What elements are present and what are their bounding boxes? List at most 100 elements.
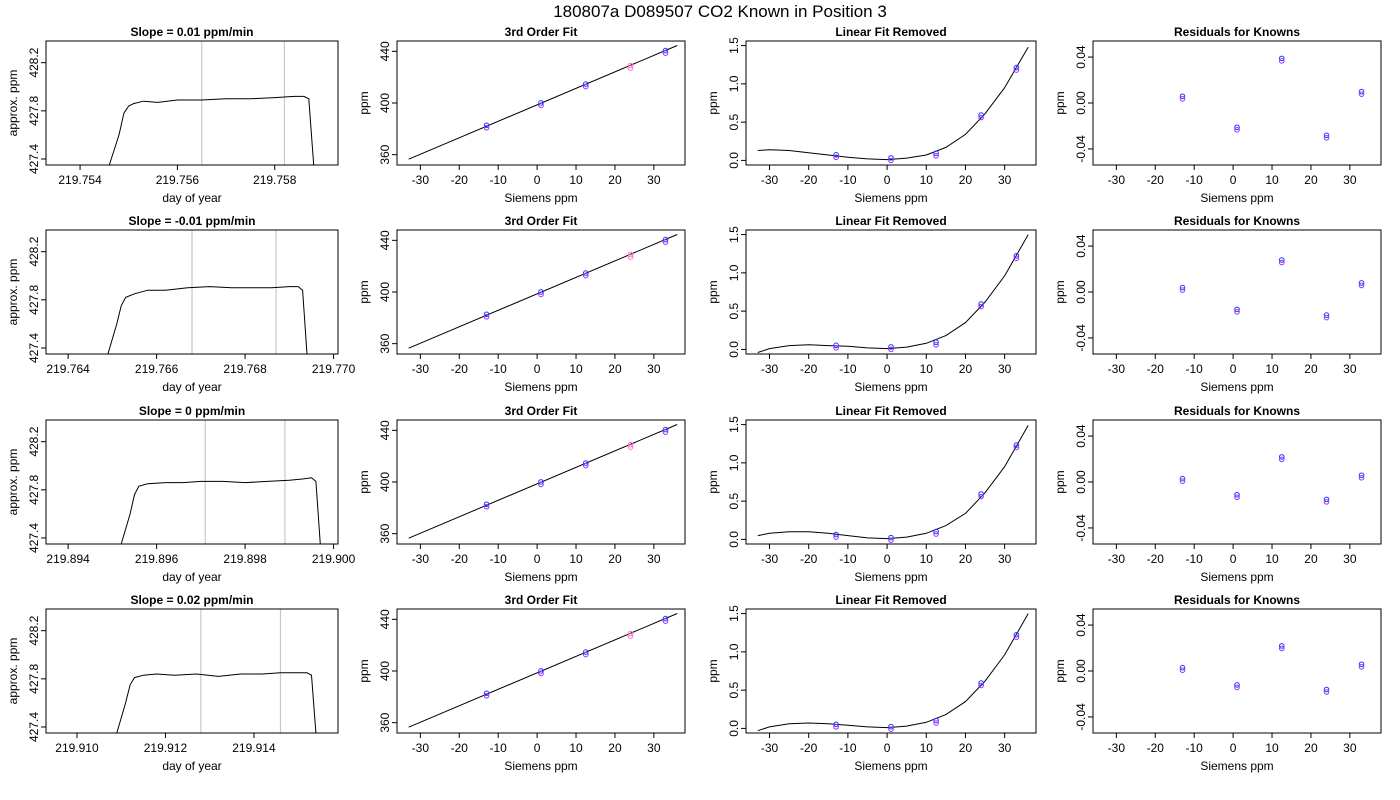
data-point — [1013, 444, 1020, 451]
x-tick-label: -20 — [800, 552, 818, 566]
data-point — [1234, 309, 1240, 315]
data-point — [888, 723, 894, 730]
data-point — [933, 339, 939, 346]
data-point — [1278, 643, 1285, 649]
data-point — [1323, 132, 1330, 139]
plot-frame — [1092, 229, 1382, 355]
data-point — [538, 102, 544, 109]
data-point — [662, 615, 669, 622]
data-point — [1323, 496, 1330, 503]
x-axis-label: day of year — [162, 759, 221, 773]
x-tick-label: -10 — [839, 552, 857, 566]
x-tick-label: 219.914 — [232, 741, 276, 755]
data-point — [662, 618, 669, 624]
y-tick-label: 360 — [378, 523, 392, 543]
y-tick-label: 0.04 — [1074, 234, 1088, 258]
x-tick-label: -30 — [761, 552, 779, 566]
y-tick-label: 428.2 — [27, 236, 41, 266]
y-axis-label: ppm — [1053, 470, 1067, 493]
data-point — [627, 251, 634, 258]
panel-title: Slope = 0 ppm/min — [139, 404, 245, 418]
data-point — [933, 717, 939, 724]
x-tick-label: 219.896 — [135, 552, 179, 566]
x-tick-label: 20 — [1304, 362, 1318, 376]
x-tick-label: 0 — [884, 552, 891, 566]
x-tick-label: -30 — [761, 741, 779, 755]
data-point — [1179, 667, 1186, 674]
data-point — [582, 462, 589, 469]
data-point — [833, 534, 839, 540]
y-tick-label: 427.8 — [27, 284, 41, 314]
x-tick-label: -20 — [800, 362, 818, 376]
panel-r4-c4: Residuals for Knowns -30 -20 -10 0 10 20 30 -0.0… — [1053, 593, 1382, 773]
x-tick-label: 30 — [647, 173, 661, 187]
x-tick-label: -10 — [490, 741, 508, 755]
x-tick-label: 20 — [959, 173, 973, 187]
x-tick-label: 20 — [959, 362, 973, 376]
y-tick-label: 0.00 — [1074, 659, 1088, 683]
y-tick-label: 360 — [378, 144, 392, 164]
data-point — [1323, 312, 1330, 318]
y-tick-label: 428.2 — [27, 47, 41, 77]
x-tick-label: 219.912 — [144, 741, 188, 755]
panel-title: Linear Fit Removed — [835, 593, 946, 607]
data-point — [538, 670, 544, 677]
data-point — [1234, 124, 1240, 131]
fit-curve — [757, 234, 1029, 353]
y-axis-label: approx. ppm — [6, 70, 20, 137]
panel-title: Slope = 0.01 ppm/min — [130, 25, 253, 39]
data-point — [833, 152, 839, 158]
panel-r4-c1: Slope = 0.02 ppm/min 219.910 219.912 219.91… — [6, 593, 339, 773]
panel-r4-c3: Linear Fit Removed -30 -20 -10 0 10 20 30 0.0 0.5… — [706, 593, 1037, 773]
data-point — [1278, 259, 1285, 266]
y-tick-label: 400 — [378, 661, 392, 681]
x-tick-label: 30 — [998, 173, 1012, 187]
plot-frame — [1092, 419, 1382, 545]
y-tick-label: 428.2 — [27, 426, 41, 456]
plot-frame — [1092, 40, 1382, 166]
data-point — [1234, 494, 1240, 501]
data-point — [1358, 661, 1365, 668]
plot-frame — [1092, 608, 1382, 734]
x-tick-label: -30 — [1108, 741, 1126, 755]
panel-title: Slope = 0.02 ppm/min — [130, 593, 253, 607]
panel-title: Residuals for Knowns — [1174, 593, 1300, 607]
x-tick-label: 30 — [998, 552, 1012, 566]
y-tick-label: 0.0 — [727, 341, 741, 358]
y-tick-label: 0.0 — [727, 152, 741, 169]
y-tick-label: 427.8 — [27, 663, 41, 693]
panel-grid: Slope = 0.01 ppm/min 219.754 219.756 219.75… — [6, 25, 1382, 773]
panel-r3-c3: Linear Fit Removed -30 -20 -10 0 10 20 30 0.0 0.5… — [706, 404, 1037, 584]
y-axis-label: ppm — [1053, 659, 1067, 682]
data-point — [483, 690, 490, 697]
x-tick-label: 20 — [959, 552, 973, 566]
data-point — [888, 537, 894, 543]
x-tick-label: 30 — [998, 362, 1012, 376]
data-point — [627, 630, 634, 637]
x-tick-label: -30 — [412, 173, 430, 187]
data-point — [1358, 282, 1365, 289]
x-tick-label: 10 — [569, 741, 583, 755]
data-point — [627, 62, 634, 69]
x-tick-label: 219.764 — [46, 362, 90, 376]
data-point — [933, 152, 939, 159]
x-tick-label: 219.754 — [58, 173, 102, 187]
x-tick-label: 20 — [959, 741, 973, 755]
x-tick-label: 10 — [1265, 552, 1279, 566]
data-point — [1278, 55, 1285, 62]
plot-frame — [396, 608, 686, 734]
x-axis-label: Siemens ppm — [854, 759, 927, 773]
data-point — [483, 501, 490, 508]
data-point — [1358, 472, 1365, 479]
plot-frame — [745, 419, 1037, 545]
y-axis-label: ppm — [357, 280, 371, 303]
data-point — [888, 534, 894, 541]
x-tick-label: -30 — [412, 362, 430, 376]
data-point — [1179, 664, 1186, 671]
x-tick-label: -10 — [490, 362, 508, 376]
data-point — [1234, 684, 1240, 691]
data-point — [978, 491, 984, 497]
x-tick-label: -10 — [490, 173, 508, 187]
data-point — [582, 460, 589, 466]
x-tick-label: -20 — [800, 173, 818, 187]
